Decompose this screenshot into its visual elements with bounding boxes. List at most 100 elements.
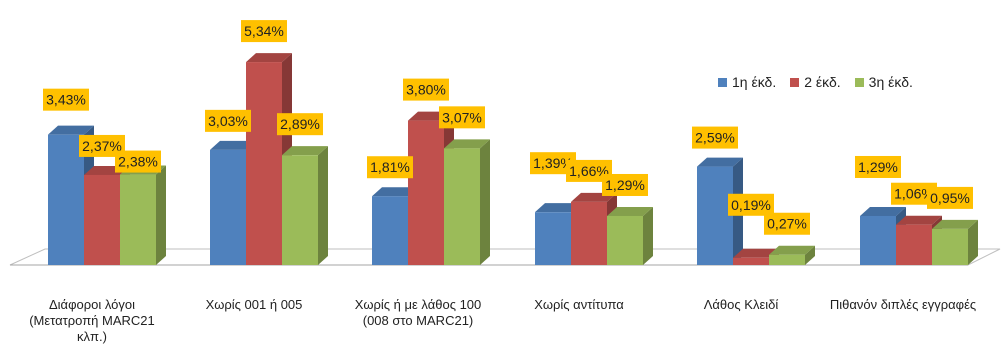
bar-front bbox=[210, 149, 246, 265]
bar-top bbox=[733, 248, 779, 258]
bar-chart: 3,43% 2,37%2,38% 3,03% 5,34% 2,89% 1,81% 3,80%… bbox=[9, 20, 1001, 266]
category-label-4: Χωρίς αντίτυπα bbox=[534, 297, 624, 312]
bar-side bbox=[156, 165, 166, 265]
bar-side bbox=[480, 139, 490, 265]
data-label-bg bbox=[764, 212, 810, 235]
bar-top bbox=[860, 206, 906, 216]
data-label-text: 1,66% bbox=[569, 163, 609, 179]
data-label-2-cat-4: 1,66% bbox=[566, 159, 612, 182]
bar-front bbox=[246, 62, 282, 265]
bar-front bbox=[48, 134, 84, 265]
data-label-text: 2,59% bbox=[695, 130, 735, 146]
legend-item-series-3: 3η έκδ. bbox=[854, 74, 913, 90]
legend-label-series-2: 2 έκδ. bbox=[804, 74, 841, 90]
data-label-1-cat-2: 3,03% bbox=[205, 109, 251, 132]
category-label-2: Χωρίς 001 ή 005 bbox=[205, 297, 303, 312]
data-label-3-cat-6: 0,95% bbox=[927, 186, 973, 209]
bar-front bbox=[932, 228, 968, 265]
legend-swatch-series-1 bbox=[718, 77, 727, 87]
bar-top bbox=[769, 245, 815, 255]
data-label-bg bbox=[205, 109, 251, 132]
bar-front bbox=[120, 174, 156, 265]
data-label-bg bbox=[602, 173, 648, 196]
bar-front bbox=[372, 196, 408, 265]
data-label-bg bbox=[891, 182, 937, 205]
data-label-bg bbox=[241, 20, 287, 43]
data-label-text: 0,95% bbox=[930, 190, 970, 206]
legend-label-series-3: 3η έκδ. bbox=[868, 74, 913, 90]
data-label-2-cat-6: 1,06% bbox=[891, 182, 937, 205]
bar-3-cat-4 bbox=[607, 206, 653, 265]
data-label-text: 1,81% bbox=[370, 159, 410, 175]
data-label-2-cat-5: 0,19% bbox=[728, 193, 774, 216]
data-label-bg bbox=[367, 156, 413, 179]
data-label-bg bbox=[728, 193, 774, 216]
bar-front bbox=[733, 257, 769, 265]
data-label-1-cat-4: 1,39% bbox=[530, 152, 576, 175]
bar-top bbox=[535, 203, 581, 213]
data-label-bg bbox=[566, 159, 612, 182]
legend: 1η έκδ. 2 έκδ. 3η έκδ. bbox=[718, 74, 927, 90]
bar-top bbox=[607, 206, 653, 216]
bar-top bbox=[932, 219, 978, 229]
data-label-text: 2,89% bbox=[280, 116, 320, 132]
data-label-bg bbox=[277, 113, 323, 136]
bar-3-cat-3 bbox=[444, 139, 490, 265]
legend-item-series-1: 1η έκδ. bbox=[718, 74, 776, 90]
bar-3-cat-1 bbox=[120, 165, 166, 265]
bar-3-cat-2 bbox=[282, 146, 328, 265]
data-label-text: 3,07% bbox=[442, 109, 482, 125]
bar-front bbox=[697, 166, 733, 265]
data-label-bg bbox=[79, 134, 125, 157]
data-label-text: 3,43% bbox=[46, 92, 86, 108]
bar-top bbox=[246, 53, 292, 63]
bar-side bbox=[968, 219, 978, 265]
bar-front bbox=[860, 215, 896, 265]
data-label-bg bbox=[692, 126, 738, 149]
bar-3-cat-6 bbox=[932, 219, 978, 265]
bar-top bbox=[282, 146, 328, 156]
data-label-text: 5,34% bbox=[244, 23, 284, 39]
data-label-text: 0,19% bbox=[731, 197, 771, 213]
data-label-3-cat-4: 1,29% bbox=[602, 173, 648, 196]
data-label-text: 1,39% bbox=[533, 155, 573, 171]
category-label-1: Διάφοροι λόγοι (Μετατροπή MARC21 κλπ.) bbox=[29, 297, 155, 344]
bar-front bbox=[571, 201, 607, 265]
legend-swatch-series-3 bbox=[854, 77, 864, 87]
data-label-3-cat-5: 0,27% bbox=[764, 212, 810, 235]
data-label-2-cat-1: 2,37% bbox=[79, 134, 125, 157]
category-label-6: Πιθανόν διπλές εγγραφές bbox=[829, 297, 977, 312]
bar-front bbox=[535, 212, 571, 265]
data-label-1-cat-3: 1,81% bbox=[367, 156, 413, 179]
data-label-bg bbox=[115, 150, 161, 173]
data-label-1-cat-1: 3,43% bbox=[43, 88, 89, 111]
data-label-bg bbox=[855, 155, 901, 178]
data-label-bg bbox=[439, 106, 485, 129]
data-label-2-cat-2: 5,34% bbox=[241, 20, 287, 43]
bar-front bbox=[896, 224, 932, 265]
legend-swatch-series-2 bbox=[790, 77, 800, 87]
data-label-1-cat-5: 2,59% bbox=[692, 126, 738, 149]
bar-top bbox=[444, 139, 490, 149]
data-label-bg bbox=[927, 186, 973, 209]
bar-front bbox=[769, 254, 805, 265]
bar-front bbox=[282, 155, 318, 265]
data-label-text: 2,38% bbox=[118, 154, 158, 170]
data-label-bg bbox=[403, 78, 449, 101]
bar-side bbox=[805, 245, 815, 265]
data-label-text: 0,27% bbox=[767, 216, 807, 232]
bar-3-cat-5 bbox=[769, 245, 815, 265]
bar-top bbox=[210, 140, 256, 150]
data-label-3-cat-2: 2,89% bbox=[277, 113, 323, 136]
data-label-2-cat-3: 3,80% bbox=[403, 78, 449, 101]
data-label-text: 1,29% bbox=[605, 177, 645, 193]
category-label-5: Λάθος Κλειδί bbox=[703, 297, 779, 312]
bar-side bbox=[643, 206, 653, 265]
data-label-3-cat-1: 2,38% bbox=[115, 150, 161, 173]
bar-front bbox=[607, 215, 643, 265]
bar-front bbox=[84, 174, 120, 265]
bar-front bbox=[444, 148, 480, 265]
bar-side bbox=[318, 146, 328, 265]
data-label-text: 3,03% bbox=[208, 113, 248, 129]
data-label-text: 1,29% bbox=[858, 159, 898, 175]
